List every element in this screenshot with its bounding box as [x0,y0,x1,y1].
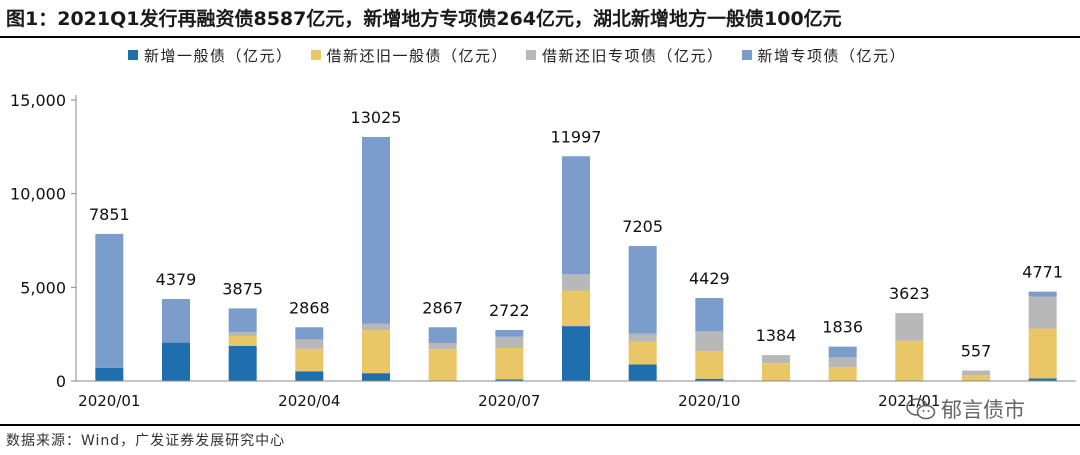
total-label-11: 1836 [822,318,863,337]
bar-segment-3-2 [295,339,324,349]
legend: 新增一般债（亿元） 借新还旧一般债（亿元） 借新还旧专项债（亿元） 新增专项债（亿元） [128,44,924,66]
total-label-14: 4771 [1022,263,1063,282]
bar-segment-6-0 [495,379,524,381]
bar-segment-7-1 [562,290,590,327]
bar-segment-3-1 [295,348,324,372]
bar-segment-6-1 [495,348,524,380]
bar-segment-14-0 [1028,378,1057,381]
watermark: 郁言债市 [905,394,1025,424]
bar-segment-13-2 [962,370,990,376]
bar-segment-2-3 [228,308,257,332]
x-tick-label-3: 2020/10 [678,392,740,410]
total-label-1: 4379 [156,270,197,289]
bar-segment-9-1 [695,351,724,379]
source-divider [0,424,1080,426]
total-label-2: 3875 [222,279,263,298]
bar-segment-2-1 [228,336,257,346]
legend-swatch-0 [128,50,138,60]
bar-segment-12-2 [895,313,924,341]
watermark-text: 郁言债市 [941,398,1025,422]
bar-segment-6-3 [495,330,524,337]
bar-segment-4-3 [362,136,390,324]
bar-segment-4-1 [362,330,390,374]
source-note: 数据来源：Wind，广发证券发展研究中心 [6,433,286,449]
total-label-12: 3623 [889,284,930,303]
legend-swatch-1 [310,50,321,60]
legend-item-3: 新增专项债（亿元） [741,45,907,66]
bar-segment-0-3 [95,233,124,368]
bar-segment-11-1 [828,367,857,381]
bar-segment-5-1 [428,349,457,381]
legend-swatch-2 [526,50,537,60]
total-label-10: 1384 [756,326,797,345]
bar-segment-7-0 [562,326,590,381]
bar-segment-8-3 [628,246,657,334]
legend-label-2: 借新还旧专项债（亿元） [542,46,724,65]
legend-label-3: 新增专项债（亿元） [757,46,907,65]
total-label-4: 13025 [351,108,402,127]
legend-swatch-3 [741,50,752,60]
total-label-9: 4429 [689,269,730,288]
bar-segment-9-0 [695,378,724,381]
total-label-3: 2868 [289,298,330,317]
bar-segment-10-2 [762,355,790,364]
y-tick-label-0: 0 [56,372,66,391]
legend-item-1: 借新还旧一般债（亿元） [310,45,509,66]
legend-label-0: 新增一般债（亿元） [144,46,293,65]
bar-segment-10-1 [762,363,790,381]
bar-segment-4-0 [362,373,390,381]
total-label-13: 557 [961,342,992,361]
bar-segment-8-2 [628,333,657,342]
y-tick-label-1: 5,000 [20,278,66,297]
stacked-bar-chart: 0 5,000 10,000 15,000 7851 4379 3875 2868 13025 2… [10,91,1076,410]
bar-segment-1-0 [162,342,190,381]
x-tick-label-1: 2020/04 [278,392,340,410]
bar-segment-2-2 [228,331,257,337]
bar-segment-8-1 [628,341,657,365]
title-divider [0,36,1080,38]
y-tick-label-2: 10,000 [10,185,66,204]
bar-segment-9-2 [695,331,724,352]
bar-segment-7-3 [562,156,590,275]
wechat-icon [906,398,936,420]
bar-segment-11-3 [828,346,857,358]
y-tick-label-3: 15,000 [10,91,66,110]
bar-segment-5-3 [428,327,457,343]
bar-segment-12-1 [895,340,924,381]
chart-title: 图1：2021Q1发行再融资债8587亿元，新增地方专项债264亿元，湖北新增地… [6,8,842,30]
x-tick-label-0: 2020/01 [78,392,140,410]
bar-segment-0-0 [95,367,124,381]
bar-segment-7-2 [562,274,590,291]
bar-segment-6-2 [495,336,524,349]
legend-label-1: 借新还旧一般债（亿元） [326,46,509,65]
bar-segment-9-3 [695,298,724,332]
bar-segment-4-2 [362,323,390,331]
bar-segment-13-1 [962,375,990,381]
bar-segment-3-0 [295,371,324,381]
bar-segment-14-1 [1028,328,1057,379]
bar-segment-5-2 [428,342,457,350]
bar-segment-11-2 [828,357,857,368]
bar-segment-8-0 [628,364,657,381]
total-label-0: 7851 [89,205,130,224]
bar-segment-3-3 [295,327,324,340]
bar-segment-2-0 [228,345,257,381]
total-label-6: 2722 [489,301,530,320]
legend-item-0: 新增一般债（亿元） [128,45,293,66]
bar-segment-1-3 [162,298,190,343]
total-label-8: 7205 [622,217,663,236]
bar-segment-14-2 [1028,296,1057,329]
total-label-5: 2867 [422,298,463,317]
legend-item-2: 借新还旧专项债（亿元） [526,45,724,66]
total-label-7: 11997 [551,127,602,146]
bar-segment-14-3 [1028,291,1057,297]
x-tick-label-2: 2020/07 [478,392,540,410]
